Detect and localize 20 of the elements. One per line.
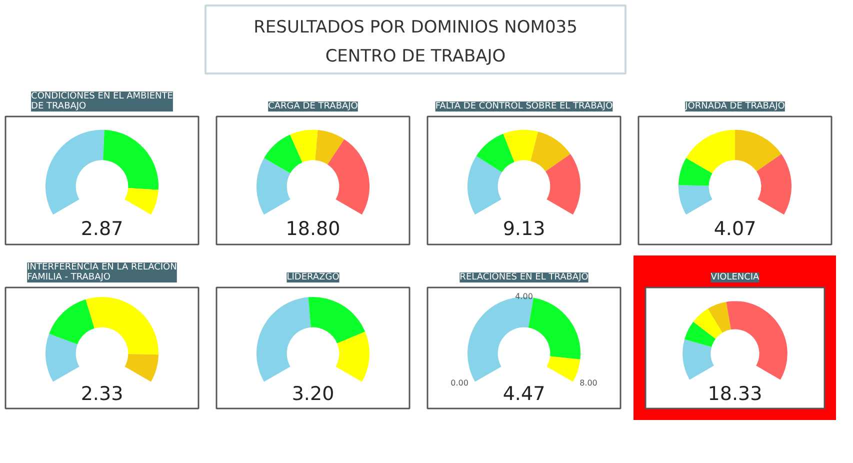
chart-title: RELACIONES EN EL TRABAJO: [460, 272, 588, 282]
chart-title: VIOLENCIA: [710, 272, 760, 282]
text: 8.00: [580, 378, 598, 388]
text: 18.80: [286, 218, 340, 240]
text: 3.20: [292, 383, 334, 406]
text: 2.87: [80, 218, 124, 240]
text: 9.13: [502, 218, 546, 240]
text: 2.33: [80, 383, 124, 406]
chart-title: CARGA DE TRABAJO: [268, 102, 358, 112]
text: 4.07: [714, 218, 756, 240]
text: 18.33: [708, 383, 762, 406]
chart-title: FALTA DE CONTROL SOBRE EL TRABAJO: [435, 102, 613, 112]
text: CENTRO DE TRABAJO: [325, 46, 506, 66]
text: 4.47: [502, 383, 546, 406]
text: 0.00: [450, 378, 468, 388]
chart-title: CONDICIONES EN EL AMBIENTE DE TRABAJO: [31, 92, 174, 112]
chart-title: LIDERAZGO: [286, 272, 340, 282]
chart-title: INTERFERENCIA EN LA RELACIÓN FAMILIA - TRABAJO: [27, 260, 177, 282]
text: RESULTADOS POR DOMINIOS NOM035: [254, 17, 578, 38]
chart-title: JORNADA DE TRABAJO: [684, 102, 785, 112]
